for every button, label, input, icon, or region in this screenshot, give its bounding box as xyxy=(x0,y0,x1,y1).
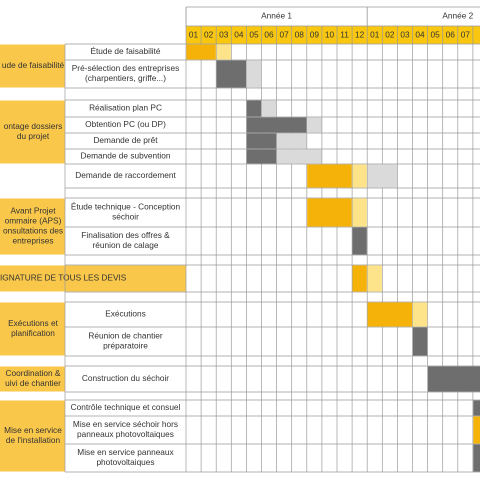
schedule-bar xyxy=(307,198,352,227)
phase-label: uivi de chantier xyxy=(5,378,61,388)
phase-label: de l'installation xyxy=(6,435,61,445)
phase-label: planification xyxy=(11,328,55,338)
schedule-bar xyxy=(352,198,367,227)
schedule-bar xyxy=(428,366,480,392)
month-label: 11 xyxy=(340,30,349,40)
month-label: 05 xyxy=(431,30,441,40)
task-label: Réunion de chantier xyxy=(88,331,162,341)
schedule-bar xyxy=(277,149,322,164)
phase-label: entreprises xyxy=(12,236,53,246)
schedule-bar xyxy=(307,117,322,133)
task-label: Exécutions xyxy=(105,309,146,319)
month-label: 02 xyxy=(385,30,395,40)
month-label: 07 xyxy=(461,30,471,40)
schedule-bar xyxy=(246,117,307,133)
phase-label: Coordination & xyxy=(6,368,61,378)
phase-label: du projet xyxy=(17,131,50,141)
task-label: Mise en service panneaux xyxy=(77,447,174,457)
task-label: Mise en service séchoir hors xyxy=(73,419,178,429)
phase-box xyxy=(0,400,65,472)
task-label: photovoltaiques xyxy=(96,457,154,467)
month-label: 01 xyxy=(370,30,380,40)
task-label: Étude de faisabilité xyxy=(90,46,160,56)
task-label: Demande de prêt xyxy=(93,135,158,145)
month-label: 06 xyxy=(264,30,274,40)
schedule-bar xyxy=(367,164,397,188)
schedule-bar xyxy=(412,327,428,356)
task-label: préparatoire xyxy=(103,341,148,351)
task-label: réunion de calage xyxy=(93,240,159,250)
schedule-bar xyxy=(246,60,262,88)
phase-box xyxy=(0,198,65,255)
phase-label: Mise en service xyxy=(4,425,62,435)
task-label: Demande de raccordement xyxy=(75,170,176,180)
schedule-bar xyxy=(473,444,480,472)
task-label: séchoir xyxy=(112,212,139,222)
year-label: Année 1 xyxy=(261,11,292,21)
task-label: Construction du séchoir xyxy=(82,373,169,383)
schedule-bar xyxy=(352,265,367,292)
task-label: Obtention PC (ou DP) xyxy=(85,119,166,129)
month-header-bg xyxy=(186,26,480,44)
schedule-bar xyxy=(352,227,367,255)
schedule-bar xyxy=(261,100,277,117)
month-label: 12 xyxy=(355,30,365,40)
month-label: 09 xyxy=(310,30,320,40)
month-label: 02 xyxy=(204,30,214,40)
schedule-bar xyxy=(246,133,277,149)
phase-box xyxy=(0,366,65,392)
schedule-bar xyxy=(216,44,231,60)
schedule-bar xyxy=(473,400,480,416)
month-label: 03 xyxy=(219,30,229,40)
month-label: 08 xyxy=(295,30,305,40)
phase-box xyxy=(0,44,65,88)
phase-label: Exécutions et xyxy=(8,318,59,328)
task-label: Contrôle technique et consuel xyxy=(71,402,181,412)
phase-label: IGNATURE DE TOUS LES DEVIS xyxy=(0,273,127,283)
phase-label: ommaire (APS) xyxy=(5,216,62,226)
phase-box xyxy=(0,265,186,292)
schedule-bar xyxy=(186,44,216,60)
phase-label: ontage dossiers xyxy=(4,121,63,131)
task-label: (charpentiers, griffe...) xyxy=(85,73,166,83)
month-label: 01 xyxy=(189,30,199,40)
schedule-bar xyxy=(307,164,352,188)
month-label: 10 xyxy=(325,30,335,40)
phase-box xyxy=(0,100,65,164)
month-label: 06 xyxy=(446,30,456,40)
phase-label: ude de faisabilité xyxy=(2,60,65,70)
schedule-bar xyxy=(246,149,277,164)
schedule-bar xyxy=(473,416,480,444)
month-label: 07 xyxy=(280,30,290,40)
schedule-bar xyxy=(412,302,428,327)
year-label: Année 2 xyxy=(442,11,473,21)
phase-box xyxy=(0,302,65,356)
schedule-bar xyxy=(367,265,382,292)
schedule-bar xyxy=(216,60,246,88)
task-label: Réalisation plan PC xyxy=(89,103,162,113)
month-label: 04 xyxy=(415,30,425,40)
month-label: 03 xyxy=(400,30,410,40)
month-label: 05 xyxy=(249,30,259,40)
phase-label: Avant Projet xyxy=(10,206,56,216)
phase-label: onsultations des xyxy=(3,226,63,236)
schedule-bar xyxy=(246,100,262,117)
schedule-bar xyxy=(352,164,367,188)
schedule-bar xyxy=(367,302,413,327)
month-label: 04 xyxy=(234,30,244,40)
task-label: panneaux photovoltaiques xyxy=(77,429,174,439)
task-label: Demande de subvention xyxy=(81,151,171,161)
schedule-bar xyxy=(277,133,307,149)
task-label: Étude technique - Conception xyxy=(71,202,181,212)
task-label: Pré-sélection des entreprises xyxy=(72,63,179,73)
task-label: Finalisation des offres & xyxy=(81,230,170,240)
